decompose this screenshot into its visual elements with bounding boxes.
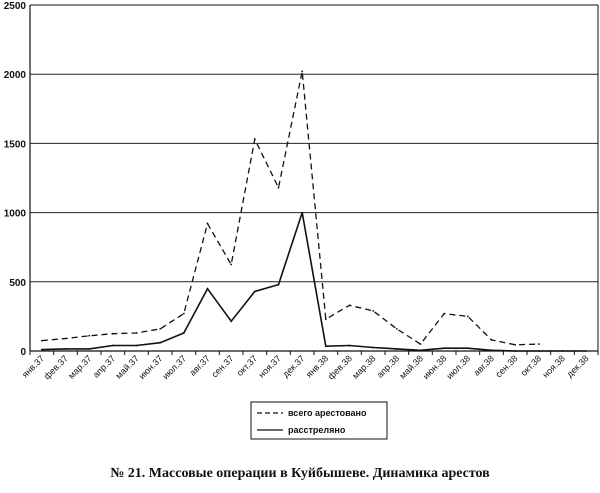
data-point-s1-15 <box>395 348 398 350</box>
data-point-s1-2 <box>88 348 91 350</box>
x-tick-label-20: сен.38 <box>493 353 519 379</box>
data-point-s0-1 <box>64 337 67 340</box>
x-tick-label-7: авг.37 <box>188 353 212 377</box>
axes <box>29 4 599 355</box>
data-point-s0-14 <box>372 309 375 312</box>
x-tick-label-5: июн.37 <box>137 353 165 381</box>
data-point-s0-6 <box>182 312 185 315</box>
series-line-1 <box>41 212 587 352</box>
x-tick-label-11: дек.37 <box>281 353 307 379</box>
x-tick-label-9: окт.37 <box>235 353 260 378</box>
grid-lines <box>30 4 598 283</box>
data-point-s1-8 <box>230 320 233 323</box>
data-point-s1-21 <box>537 350 540 352</box>
y-tick-label-2500: 2500 <box>4 1 27 12</box>
data-point-s0-20 <box>514 343 517 346</box>
legend-box <box>250 401 388 440</box>
x-tick-label-21: окт.38 <box>519 353 544 378</box>
data-point-s1-1 <box>64 348 67 350</box>
data-point-s1-6 <box>182 332 185 334</box>
legend: всего арестовано расстреляно <box>250 401 388 440</box>
x-tick-label-8: сен.37 <box>209 353 235 379</box>
x-tick-label-23: дек.38 <box>565 353 591 379</box>
x-tick-label-22: ноя.38 <box>540 353 566 379</box>
y-tick-label-1500: 1500 <box>4 139 27 150</box>
series-line-0 <box>41 71 539 346</box>
data-point-s0-16 <box>419 343 422 345</box>
data-point-s1-0 <box>40 348 43 351</box>
x-tick-label-19: авг.38 <box>472 353 496 377</box>
data-point-s1-23 <box>585 350 588 352</box>
y-tick-label-2000: 2000 <box>4 70 27 81</box>
x-tick-label-18: июл.38 <box>444 353 472 381</box>
data-point-s0-3 <box>111 332 114 335</box>
data-point-s0-17 <box>443 312 446 315</box>
data-point-s1-13 <box>348 344 351 347</box>
data-point-s1-3 <box>111 344 114 347</box>
x-tick-label-1: фев.37 <box>42 353 70 381</box>
data-point-s1-9 <box>253 290 256 293</box>
data-point-s0-15 <box>395 327 398 330</box>
y-tick-labels: 0 500 1000 1500 2000 2500 <box>4 1 27 358</box>
data-point-s1-17 <box>443 347 446 350</box>
data-point-s0-7 <box>206 222 209 225</box>
legend-label-executed: расстреляно <box>288 425 346 435</box>
x-tick-label-13: фев.38 <box>326 353 354 381</box>
data-point-s1-12 <box>324 345 327 348</box>
data-point-s0-12 <box>324 318 327 321</box>
data-point-s0-11 <box>301 70 304 73</box>
figure-caption: № 21. Массовые операции в Куйбышеве. Дин… <box>110 466 490 481</box>
data-point-s0-4 <box>135 332 138 334</box>
data-point-s0-18 <box>466 315 469 318</box>
y-tick-label-1000: 1000 <box>4 209 27 220</box>
data-point-s0-19 <box>490 339 493 341</box>
x-tick-label-3: апр.37 <box>91 353 117 379</box>
data-point-s1-11 <box>301 211 304 214</box>
x-tick-label-6: июл.37 <box>160 353 188 381</box>
x-tick-label-14: мар.38 <box>350 353 377 380</box>
x-tick-label-10: ноя.37 <box>256 353 282 379</box>
data-point-s0-0 <box>40 339 43 342</box>
y-tick-label-0: 0 <box>20 347 26 358</box>
data-point-s1-14 <box>372 346 375 349</box>
data-point-s1-4 <box>135 344 138 347</box>
x-tick-label-15: апр.38 <box>375 353 401 379</box>
data-point-s1-20 <box>514 350 517 352</box>
data-point-s1-18 <box>466 347 469 350</box>
data-point-s0-21 <box>537 343 540 345</box>
data-point-s1-19 <box>490 349 493 352</box>
x-tick-label-2: мар.37 <box>66 353 93 380</box>
data-point-s1-10 <box>277 283 280 286</box>
data-point-s0-10 <box>277 186 280 189</box>
x-tick-label-16: май.38 <box>398 353 425 380</box>
legend-label-total: всего арестовано <box>288 408 367 418</box>
x-tick-label-17: июн.38 <box>421 353 449 381</box>
data-point-s1-22 <box>561 350 564 352</box>
series-lines <box>40 70 588 352</box>
data-point-s0-5 <box>159 327 162 330</box>
data-point-s0-13 <box>348 304 351 307</box>
x-tick-labels: янв.37фев.37мар.37апр.37май.37июн.37июл.… <box>20 353 591 381</box>
data-point-s0-2 <box>88 334 91 337</box>
x-tick-label-4: май.37 <box>114 353 141 380</box>
y-tick-label-500: 500 <box>9 278 26 289</box>
data-point-s1-16 <box>419 349 422 352</box>
data-point-s0-9 <box>253 138 256 141</box>
data-point-s1-5 <box>159 341 162 344</box>
data-point-s1-7 <box>206 287 209 290</box>
data-point-s0-8 <box>230 263 233 266</box>
